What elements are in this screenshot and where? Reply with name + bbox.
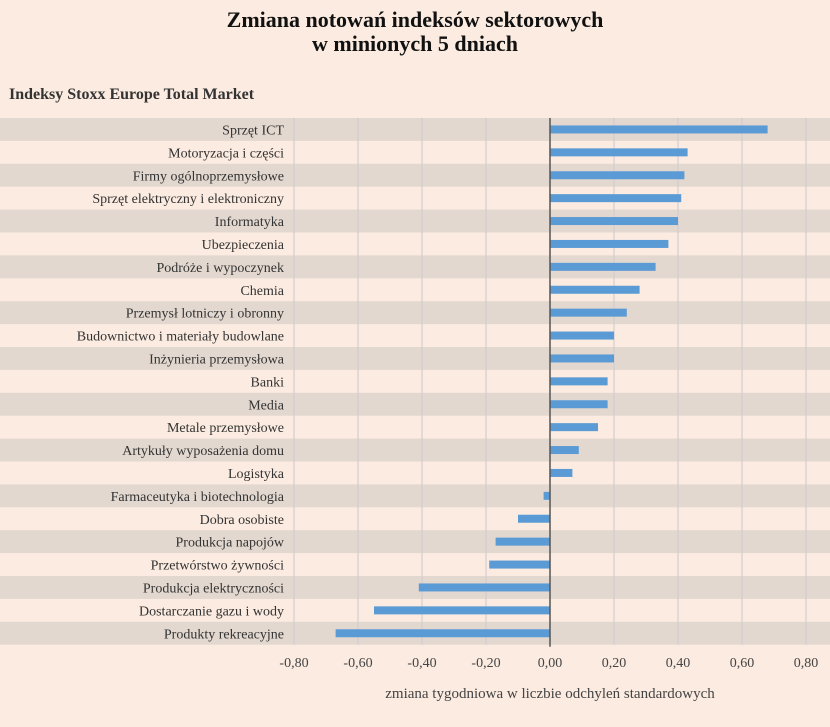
chart-title-line2: w minionych 5 dniach: [312, 31, 518, 56]
category-label: Przemysł lotniczy i obronny: [126, 307, 284, 322]
category-label: Sprzęt elektryczny i elektroniczny: [92, 192, 284, 207]
bar: [550, 285, 640, 294]
bar: [418, 583, 550, 592]
category-label: Sprzęt ICT: [222, 123, 284, 138]
bar: [550, 194, 682, 203]
x-axis-label: zmiana tygodniowa w liczbie odchyleń sta…: [385, 686, 715, 702]
bar: [550, 148, 688, 157]
category-label: Dostarczanie gazu i wody: [139, 604, 284, 619]
bar: [518, 514, 550, 523]
category-label: Produkcja napojów: [176, 536, 285, 551]
row-band: [0, 255, 830, 279]
bar: [550, 125, 768, 134]
category-label: Budownictwo i materiały budowlane: [77, 330, 284, 345]
bar: [495, 537, 550, 546]
row-band: [0, 392, 830, 416]
bar: [374, 606, 550, 615]
category-label: Media: [248, 398, 285, 413]
chart-subtitle: Indeksy Stoxx Europe Total Market: [9, 86, 255, 103]
chart-title-line1: Zmiana notowań indeksów sektorowych: [226, 7, 604, 32]
row-band: [0, 163, 830, 187]
row-band: [0, 530, 830, 554]
x-tick-label: -0,60: [343, 656, 372, 671]
row-band: [0, 118, 830, 141]
row-band: [0, 209, 830, 233]
category-label: Firmy ogólnoprzemysłowe: [133, 169, 284, 184]
category-label: Logistyka: [228, 467, 285, 482]
chart-title: Zmiana notowań indeksów sektorowych w mi…: [0, 8, 830, 56]
row-band: [0, 576, 830, 599]
x-tick-label: -0,20: [471, 656, 500, 671]
category-label: Produkcja elektryczności: [143, 581, 284, 596]
bar: [550, 446, 579, 455]
bar: [550, 400, 608, 409]
category-label: Chemia: [240, 284, 284, 299]
bar: [550, 468, 573, 477]
category-label: Metale przemysłowe: [167, 421, 284, 436]
bar: [550, 308, 627, 317]
category-label: Ubezpieczenia: [202, 238, 285, 253]
bar: [550, 377, 608, 386]
x-tick-label: 0,40: [666, 656, 691, 671]
row-band: [0, 438, 830, 462]
bar: [550, 354, 614, 363]
x-tick-label: 0,00: [538, 656, 563, 671]
category-label: Przetwórstwo żywności: [151, 559, 284, 574]
x-tick-label: 0,80: [794, 656, 819, 671]
category-label: Inżynieria przemysłowa: [149, 352, 285, 367]
category-label: Banki: [251, 375, 285, 390]
category-label: Informatyka: [215, 215, 285, 230]
bar: [489, 560, 550, 569]
bar: [335, 629, 550, 638]
category-label: Produkty rekreacyjne: [164, 627, 284, 642]
bar: [550, 262, 656, 271]
x-tick-label: 0,20: [602, 656, 627, 671]
category-label: Farmaceutyka i biotechnologia: [111, 490, 285, 505]
bar: [550, 217, 678, 226]
row-band: [0, 301, 830, 325]
bar: [550, 331, 614, 340]
category-label: Dobra osobiste: [200, 513, 284, 528]
row-band: [0, 484, 830, 508]
x-tick-label: 0,60: [730, 656, 755, 671]
x-tick-label: -0,40: [407, 656, 436, 671]
bar: [550, 239, 669, 248]
category-label: Podróże i wypoczynek: [156, 261, 284, 276]
bar: [550, 171, 685, 180]
x-tick-label: -0,80: [279, 656, 308, 671]
category-label: Artykuły wyposażenia domu: [122, 444, 284, 459]
category-label: Motoryzacja i części: [168, 146, 284, 161]
row-band: [0, 347, 830, 370]
bar: [550, 423, 598, 432]
bar: [543, 491, 550, 500]
